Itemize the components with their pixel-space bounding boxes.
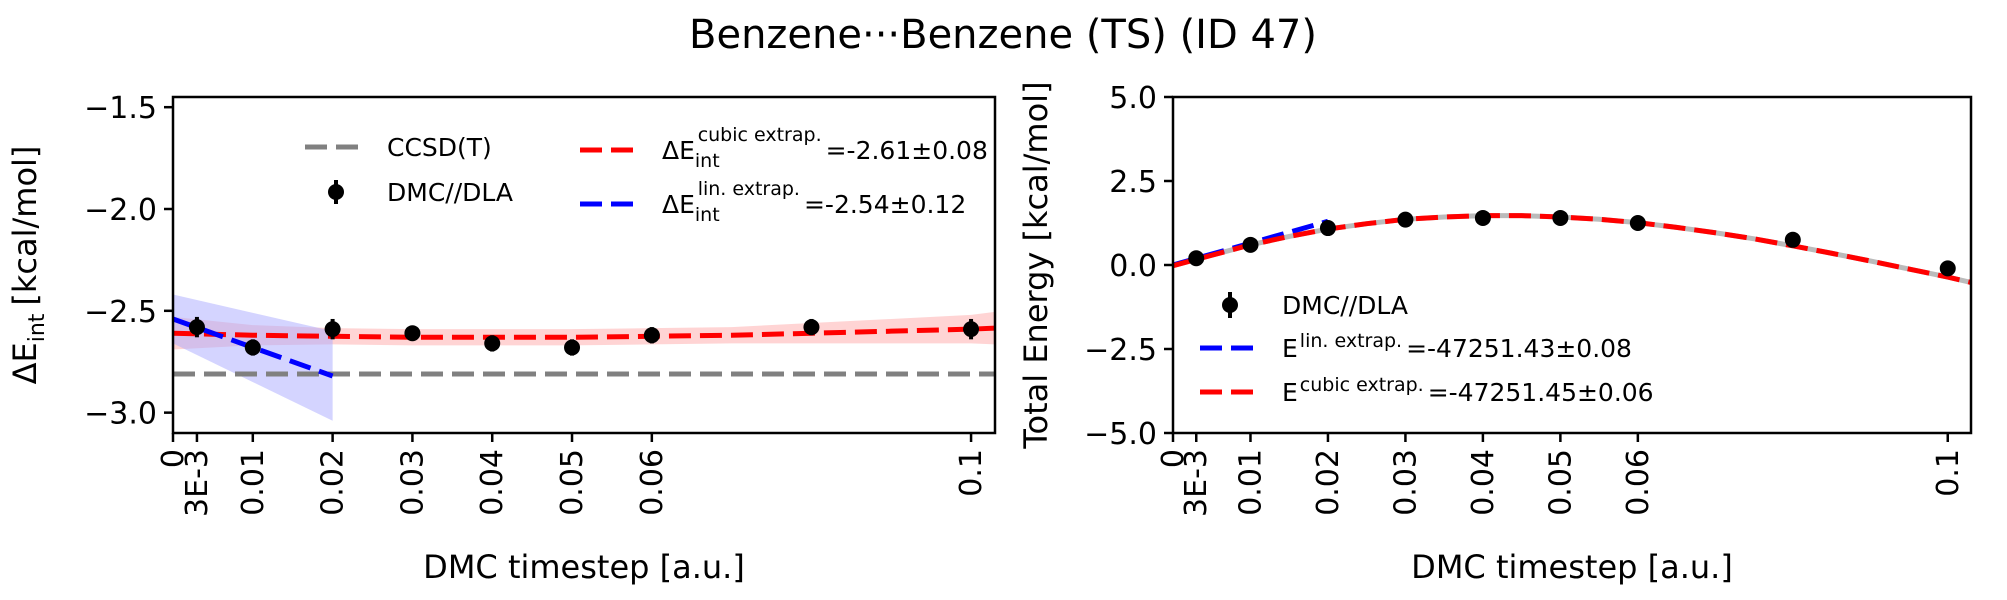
x-tick-label: 0.01 [236,449,271,516]
data-point [484,335,501,352]
data-point [1242,236,1259,253]
legend-label-fit: ΔEintcubic extrap.=-2.61±0.08 [662,124,988,172]
left-data-points [188,316,980,356]
right-y-ticks: −5.0 −2.5 0.0 2.5 5.0 [1084,81,1173,452]
right-x-ticks: 03E-3 0.01 0.02 0.03 0.04 0.05 0.06 0.1 [1156,433,1966,517]
data-point [188,319,205,336]
data-point [244,339,261,356]
right-x-axis-label: DMC timestep [a.u.] [1411,548,1733,586]
data-point [404,325,421,342]
right-y-axis-label: Total Energy [kcal/mol] [1017,81,1055,449]
x-tick-label: 0.1 [954,449,989,497]
y-tick-label: −2.5 [1084,333,1157,368]
left-y-axis-label: ΔEint [kcal/mol] [6,146,50,385]
legend-handle-point [1222,297,1238,313]
y-tick-label: 5.0 [1109,81,1157,116]
data-point [1552,209,1569,226]
x-tick-label: 0.05 [555,449,590,516]
data-point [1474,209,1491,226]
legend-handle-point [328,184,344,200]
x-tick-label: 0.06 [635,449,670,516]
y-tick-label: −2.0 [84,193,157,228]
uncertainty-band [173,311,995,350]
right-data-points [1188,209,1956,277]
y-tick-label: 0.0 [1109,249,1157,284]
x-tick-label: 0 [1156,449,1191,468]
y-tick-label: −5.0 [1084,417,1157,452]
x-tick-label: 0.06 [1621,449,1656,516]
right-panel: 03E-3 0.01 0.02 0.03 0.04 0.05 0.06 0.1 −5.0 −2.… [1017,81,1973,586]
fit-line [173,325,995,340]
left-y-label-sub: int [25,313,50,342]
data-point [643,327,660,344]
x-tick-label: 0.04 [475,449,510,516]
y-tick-label: −2.5 [84,295,157,330]
data-point [963,321,980,338]
legend-label-points: DMC//DLA [1282,291,1408,320]
legend-label-points: DMC//DLA [387,178,513,207]
figure-title: Benzene···Benzene (TS) (ID 47) [689,12,1317,58]
data-point [1784,231,1801,248]
legend-label-fit: ΔEintlin. extrap.=-2.54±0.12 [662,178,966,226]
left-legend: CCSD(T) DMC//DLA ΔEintcubic extrap.=-2.61±… [305,124,988,226]
fit-line [173,316,334,379]
left-y-label-unit: [kcal/mol] [6,146,44,306]
y-tick-label: −1.5 [84,91,157,126]
x-tick-label: 3E-3 [1179,449,1214,517]
x-tick-label: 0 [156,449,191,468]
left-y-ticks: −3.0 −2.5 −2.0 −1.5 [84,91,173,432]
x-tick-label: 0.02 [316,449,351,516]
x-tick-label: 0.03 [395,449,430,516]
legend-label-reference: CCSD(T) [387,133,492,162]
x-tick-label: 0.04 [1466,449,1501,516]
uncertainty-band [173,294,333,421]
left-panel: 03E-3 0.01 0.02 0.03 0.04 0.05 0.06 0.1 −3.0 −2.… [6,91,997,586]
left-fit-lines [173,316,995,379]
data-point [1397,211,1414,228]
x-tick-label: 3E-3 [180,449,215,517]
right-fit-lines [1173,213,1971,285]
left-axes-frame [171,95,997,435]
x-tick-label: 0.03 [1388,449,1423,516]
left-x-axis-label: DMC timestep [a.u.] [423,548,745,586]
data-point [564,339,581,356]
data-point [324,321,341,338]
data-point [803,319,820,336]
left-x-ticks: 03E-3 0.01 0.02 0.03 0.04 0.05 0.06 0.1 [156,433,989,517]
data-point [1188,250,1205,267]
x-tick-label: 0.05 [1543,449,1578,516]
y-tick-label: 2.5 [1109,165,1157,200]
x-tick-label: 0.1 [1931,449,1966,497]
left-uncertainty-bands [173,294,995,421]
y-tick-label: −3.0 [84,397,157,432]
x-tick-label: 0.02 [1311,449,1346,516]
x-tick-label: 0.01 [1233,449,1268,516]
data-point [1939,260,1956,277]
right-legend: DMC//DLA E lin. extrap. =-47251.43±0.08 E cub… [1200,291,1654,407]
data-point [1629,215,1646,231]
left-y-label-main: ΔE [6,342,44,384]
data-point [1319,220,1336,237]
fit-line [1173,213,1971,285]
fit-underlay-line [1173,213,1971,285]
